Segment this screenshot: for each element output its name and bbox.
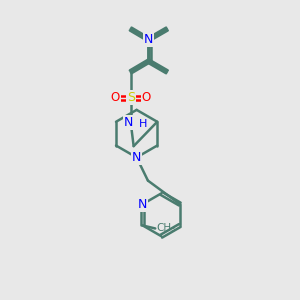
- Text: H: H: [139, 119, 147, 129]
- Text: S: S: [127, 92, 135, 104]
- Text: N: N: [138, 198, 147, 211]
- Text: N: N: [132, 151, 141, 164]
- Text: O: O: [111, 92, 120, 104]
- Text: N: N: [124, 116, 133, 129]
- Text: N: N: [144, 33, 153, 46]
- Text: O: O: [142, 92, 151, 104]
- Text: CH₃: CH₃: [156, 224, 176, 233]
